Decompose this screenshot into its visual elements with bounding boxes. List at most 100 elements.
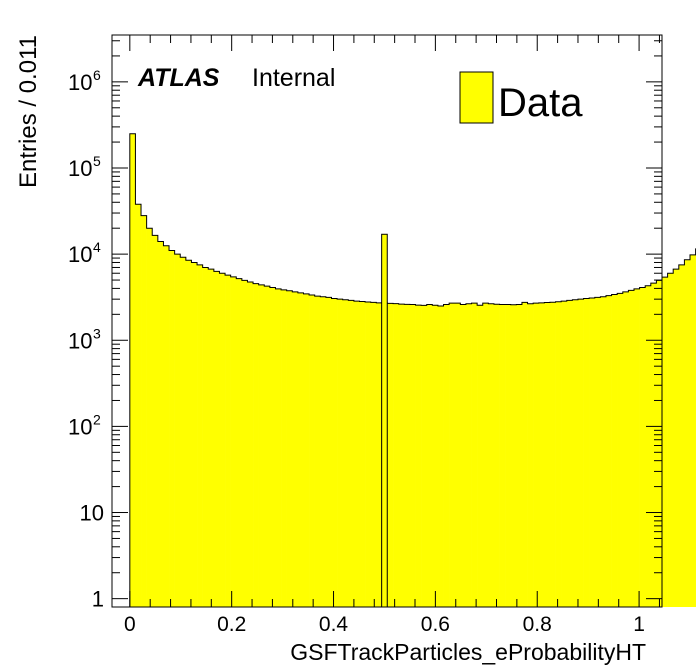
- histogram-bin: [141, 215, 147, 607]
- histogram-bin: [605, 295, 612, 607]
- x-tick-label: 0: [124, 613, 136, 636]
- histogram-bin: [169, 250, 175, 607]
- histogram-bin: [533, 303, 540, 607]
- histogram-bin: [269, 287, 276, 607]
- x-tick-label: 0.6: [421, 613, 450, 636]
- histogram-bin: [633, 288, 640, 607]
- x-axis-label: GSFTrackParticles_eProbabilityHT: [290, 639, 646, 665]
- histogram-bin: [359, 301, 366, 607]
- histogram-bin: [493, 304, 500, 607]
- histogram-bin: [561, 301, 568, 607]
- histogram-bin: [684, 259, 691, 607]
- plot-frame: [111, 34, 663, 608]
- histogram-bin: [174, 254, 181, 607]
- y-tick-exponent: 2: [93, 411, 101, 427]
- histogram-bin: [527, 303, 534, 607]
- histogram-bin: [432, 305, 439, 607]
- histogram-bin: [353, 301, 360, 607]
- histogram-bin: [309, 295, 315, 607]
- histogram-bin: [197, 264, 203, 607]
- histogram-bin: [393, 303, 400, 607]
- histogram-bars: [129, 133, 696, 608]
- y-tick-label: 10: [80, 501, 104, 526]
- y-tick-label: 10: [68, 242, 92, 267]
- histogram-bin: [499, 304, 506, 607]
- histogram-bin: [314, 296, 321, 607]
- atlas-label: ATLAS: [137, 64, 220, 92]
- histogram-bin: [163, 245, 170, 607]
- y-tick-label: 10: [68, 328, 92, 353]
- histogram-bin: [577, 299, 584, 607]
- histogram-bin: [185, 260, 192, 607]
- histogram-bin: [202, 267, 209, 607]
- histogram-bin: [650, 283, 657, 607]
- histogram-bin: [135, 204, 142, 607]
- histogram-bin: [572, 299, 579, 607]
- histogram-bin: [488, 303, 495, 607]
- histogram-bin: [516, 304, 523, 607]
- histogram-bin: [337, 299, 343, 607]
- histogram-bin: [589, 297, 596, 607]
- histogram-bin: [538, 302, 545, 607]
- histogram-bin: [241, 280, 248, 607]
- histogram-bin: [454, 303, 461, 607]
- histogram-bin: [331, 298, 338, 607]
- histogram-bin: [566, 300, 573, 607]
- histogram-bin: [253, 283, 259, 607]
- histogram-bin: [437, 305, 444, 607]
- histogram-spike: [381, 233, 388, 608]
- histogram-bin: [348, 300, 355, 607]
- x-tick-label: 0.2: [217, 613, 246, 636]
- histogram-bin: [191, 262, 198, 607]
- y-axis-label: Entries / 0.011: [15, 35, 42, 188]
- histogram-bin: [230, 276, 237, 607]
- histogram-bin: [409, 304, 416, 607]
- y-tick-label: 10: [68, 70, 92, 95]
- y-tick-exponent: 3: [93, 325, 101, 341]
- histogram-bin: [622, 291, 629, 607]
- histogram-bin: [247, 281, 254, 607]
- y-tick-label: 10: [68, 156, 92, 181]
- histogram-bin: [157, 241, 164, 607]
- histogram-bin: [673, 269, 680, 607]
- histogram-bin: [544, 302, 551, 607]
- histogram-bin: [219, 273, 226, 607]
- histogram-outline: [129, 133, 696, 608]
- y-tick-label: 1: [92, 587, 104, 612]
- histogram-bin: [617, 293, 624, 607]
- histogram-bin: [639, 287, 646, 607]
- histogram-bin: [628, 290, 635, 607]
- histogram-bin: [645, 285, 652, 607]
- histogram-bin: [471, 303, 478, 607]
- histogram-bin: [281, 289, 287, 607]
- histogram-bin: [690, 254, 696, 607]
- histogram-bin: [555, 301, 562, 607]
- histogram-bin: [236, 278, 243, 607]
- histogram-bin: [180, 257, 187, 607]
- histogram-bin: [600, 296, 607, 607]
- histogram-bin: [549, 302, 556, 607]
- histogram-bin: [297, 292, 304, 607]
- histogram-bin: [449, 303, 456, 607]
- legend-swatch: [459, 71, 494, 124]
- histogram-bin: [370, 302, 377, 607]
- histogram-bin: [460, 304, 467, 607]
- histogram-bin: [225, 275, 231, 607]
- histogram-bin: [258, 284, 265, 607]
- histogram-bin: [521, 302, 528, 607]
- y-tick-exponent: 5: [93, 153, 101, 169]
- histogram-bin: [152, 235, 159, 608]
- histogram-bin: [376, 302, 383, 607]
- histogram-bin: [505, 304, 512, 607]
- y-tick-exponent: 4: [93, 239, 101, 255]
- histogram-bin: [583, 298, 590, 607]
- legend-label: Data: [498, 81, 583, 125]
- histogram-bin: [415, 305, 422, 607]
- x-tick-label: 1: [633, 613, 645, 636]
- histogram-bin: [482, 303, 489, 607]
- histogram-bin: [275, 288, 282, 607]
- histogram-bin: [303, 293, 310, 607]
- histogram-bin: [443, 304, 450, 607]
- histogram-bin: [292, 291, 299, 607]
